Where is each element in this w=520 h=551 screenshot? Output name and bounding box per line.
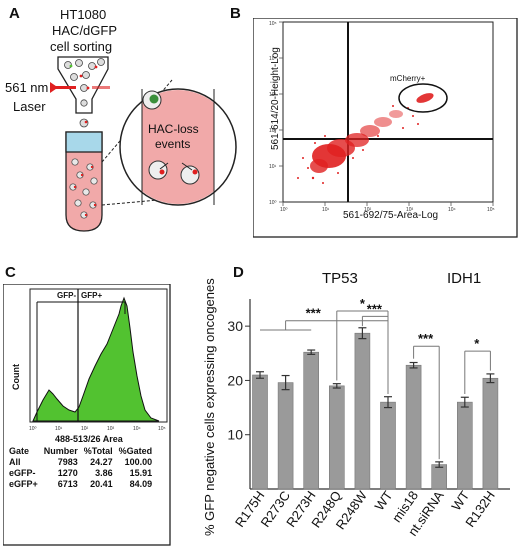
panel-a-title-line-2: HAC/dGFP xyxy=(52,23,118,38)
svg-text:10³: 10³ xyxy=(269,92,277,98)
cell-percent-gated: 100.00 xyxy=(124,457,153,467)
bar xyxy=(405,364,422,490)
gfp-positive-gate-label: GFP+ xyxy=(81,291,103,300)
sig-mis18-label: *** xyxy=(418,331,434,346)
group-label-idh1: IDH1 xyxy=(447,270,482,287)
sig-tp53-wt-label: *** xyxy=(306,306,322,321)
laser-label: Laser xyxy=(13,99,46,114)
cell-gate: eGFP- xyxy=(9,468,36,478)
scatter-cloud xyxy=(310,93,434,173)
y-tick-label: 30 xyxy=(227,318,243,334)
svg-text:10⁰: 10⁰ xyxy=(269,200,277,206)
cell-number: 6713 xyxy=(57,479,78,489)
bar xyxy=(252,374,268,490)
panel-c-letter: C xyxy=(5,264,16,281)
cell-gate: eGFP+ xyxy=(9,479,38,489)
table-row: eGFP+ 6713 20.41 84.09 xyxy=(6,479,155,490)
svg-text:10¹: 10¹ xyxy=(269,164,277,170)
svg-text:10⁰: 10⁰ xyxy=(29,426,37,432)
bar xyxy=(457,401,473,490)
gfp-histogram: 10⁰ 10¹ 10² 10³ 10⁴ 10⁵ xyxy=(3,284,171,546)
scatter-x-axis-label: 561-692/75-Area-Log xyxy=(343,210,439,221)
svg-text:10⁵: 10⁵ xyxy=(158,426,166,432)
svg-text:10⁵: 10⁵ xyxy=(269,21,277,27)
table-header-row: Gate Number %Total %Gated xyxy=(6,446,155,457)
cell-number: 1270 xyxy=(57,468,78,478)
panel-a-title-line-3: cell sorting xyxy=(50,39,113,54)
histogram-x-axis-label: 488-513/26 Area xyxy=(55,434,123,444)
mcherry-gate-label: mCherry+ xyxy=(390,74,426,83)
cell-percent-gated: 84.09 xyxy=(129,479,153,489)
laser-wavelength: 561 nm xyxy=(5,80,49,95)
cell-percent-total: 24.27 xyxy=(90,457,113,467)
svg-text:10⁴: 10⁴ xyxy=(269,56,277,62)
svg-text:10⁵: 10⁵ xyxy=(487,207,495,213)
bar xyxy=(277,382,294,490)
bar xyxy=(431,464,447,490)
panel-b-letter: B xyxy=(230,5,241,22)
svg-text:10¹: 10¹ xyxy=(322,207,330,213)
histogram-y-axis-label: Count xyxy=(11,364,21,390)
svg-text:10³: 10³ xyxy=(406,207,414,213)
sig-r248w-label: *** xyxy=(367,301,383,316)
cell-percent-total: 3.86 xyxy=(95,468,113,478)
bar xyxy=(380,401,396,490)
svg-text:10²: 10² xyxy=(364,207,372,213)
table-row: All 7983 24.27 100.00 xyxy=(6,457,155,468)
bar xyxy=(303,351,319,490)
x-tick-label: WT xyxy=(448,488,472,513)
histogram-fill xyxy=(32,296,160,422)
cell-percent-total: 20.41 xyxy=(90,479,113,489)
cell-percent-gated: 15.91 xyxy=(129,468,153,478)
svg-text:10⁴: 10⁴ xyxy=(133,426,141,432)
sig-idh1-label: * xyxy=(474,336,480,351)
panel-d-letter: D xyxy=(233,264,244,281)
cell-sorter-illustration xyxy=(50,56,237,232)
group-label-tp53: TP53 xyxy=(322,270,358,287)
header-gate: Gate xyxy=(9,446,30,456)
laser-arrow-icon xyxy=(50,82,58,93)
bar xyxy=(354,332,371,490)
header-number: Number xyxy=(43,446,78,456)
gfp-negative-gate-label: GFP- xyxy=(57,291,77,300)
header-percent-total: %Total xyxy=(83,446,113,456)
x-tick-label: WT xyxy=(372,488,396,513)
hac-loss-label-2: events xyxy=(155,137,191,151)
table-row: eGFP- 1270 3.86 15.91 xyxy=(6,468,155,479)
svg-text:10³: 10³ xyxy=(107,426,115,432)
bar-chart-y-axis-label: % GFP negative cells expressing oncogene… xyxy=(202,278,217,536)
svg-text:10¹: 10¹ xyxy=(55,426,63,432)
bar xyxy=(329,385,345,490)
svg-text:10²: 10² xyxy=(269,128,277,134)
sig-r248q-label: * xyxy=(360,296,366,311)
bar xyxy=(482,377,499,490)
svg-text:10²: 10² xyxy=(81,426,89,432)
svg-text:10⁴: 10⁴ xyxy=(448,207,456,213)
panel-a-title-line-1: HT1080 xyxy=(60,7,107,22)
y-tick-label: 20 xyxy=(227,372,243,388)
flow-scatter-plot: 10⁰ 10¹ 10² 10³ 10⁴ 10⁵ 10⁰ 10¹ 10² 10³ 10⁴ 10⁵ xyxy=(253,18,518,238)
gate-statistics-table: Gate Number %Total %Gated All 7983 24.27… xyxy=(6,446,155,490)
scatter-y-axis-label: 561-614/20-Height-Log xyxy=(270,47,281,150)
panel-a-letter: A xyxy=(9,5,20,22)
cell-number: 7983 xyxy=(57,457,78,467)
hac-loss-label-1: HAC-loss xyxy=(148,122,199,136)
header-percent-gated: %Gated xyxy=(118,446,153,456)
svg-text:10⁰: 10⁰ xyxy=(280,207,288,213)
cell-gate: All xyxy=(9,457,21,467)
y-tick-label: 10 xyxy=(227,427,243,443)
